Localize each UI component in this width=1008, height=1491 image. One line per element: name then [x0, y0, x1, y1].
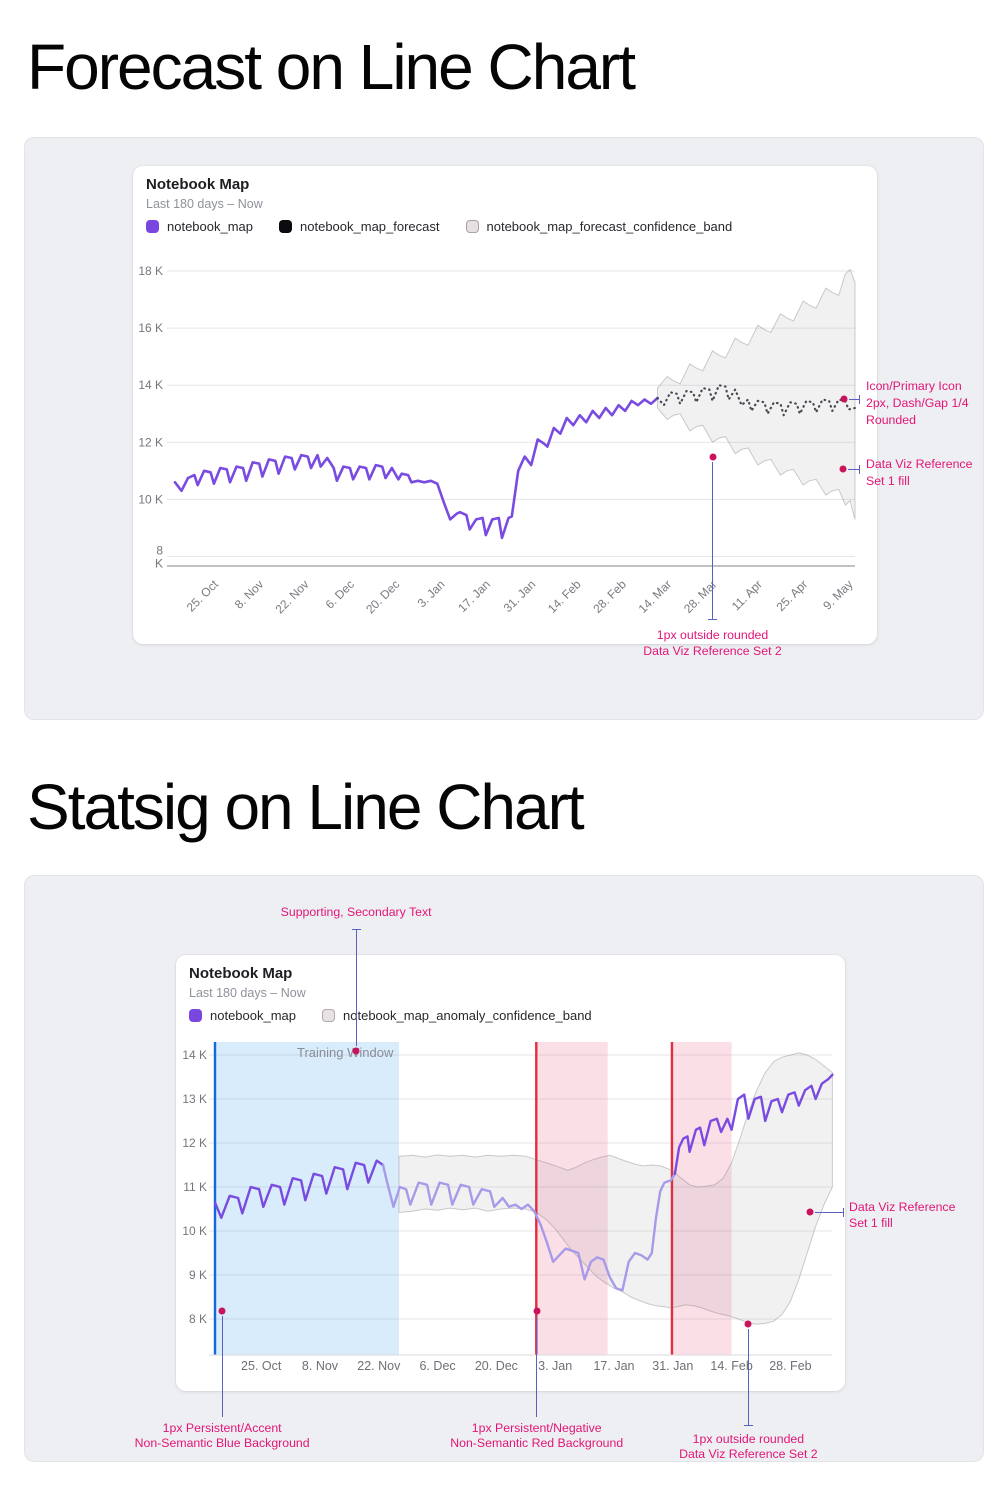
- x-axis-label: 9. May: [820, 577, 855, 612]
- legend-item-notebook-map[interactable]: notebook_map: [189, 1008, 296, 1023]
- legend-label: notebook_map: [210, 1008, 297, 1023]
- annotation-connector-line: [351, 929, 361, 931]
- x-axis-label: 3. Jan: [538, 1359, 572, 1373]
- x-axis-label: 22. Nov: [272, 577, 311, 616]
- chart-title: Notebook Map: [189, 965, 293, 982]
- x-axis-label: 14. Mar: [636, 577, 675, 616]
- anomaly-confidence-band: [398, 1052, 833, 1325]
- x-axis-label: 11. Apr: [729, 577, 765, 613]
- x-axis-label: 17. Jan: [455, 577, 493, 615]
- y-axis-label: 11 K: [183, 1180, 207, 1194]
- annotation-connector-line: [743, 1425, 753, 1427]
- legend-swatch-icon: [189, 1009, 202, 1022]
- annotation-text-supporting: Supporting, Secondary Text: [280, 905, 432, 919]
- legend-item-anomaly-band[interactable]: notebook_map_anomaly_confidence_band: [322, 1008, 592, 1023]
- legend-label: notebook_map: [167, 219, 254, 234]
- notebook-map-line: [673, 1073, 834, 1176]
- y-axis-label: 14 K: [182, 1048, 207, 1062]
- y-axis-label: 16 K: [138, 321, 163, 335]
- legend-swatch-icon: [279, 220, 293, 233]
- chart-date-range: Last 180 days – Now: [146, 197, 263, 211]
- legend-label: notebook_map_anomaly_confidence_band: [343, 1008, 592, 1023]
- y-axis-label: 9 K: [189, 1268, 207, 1282]
- x-axis-label: 14. Feb: [710, 1359, 752, 1373]
- x-axis-label: 22. Nov: [357, 1359, 401, 1373]
- y-axis-label: 10 K: [138, 492, 163, 506]
- legend-swatch-icon: [465, 220, 479, 233]
- forecast-panel: Notebook Map Last 180 days – Now noteboo…: [24, 137, 984, 720]
- anomaly-1-region: [536, 1042, 608, 1355]
- x-axis-label: 28. Feb: [769, 1359, 811, 1373]
- forecast-chart-card: Notebook Map Last 180 days – Now noteboo…: [133, 166, 877, 644]
- statsig-panel: Notebook Map Last 180 days – Now noteboo…: [24, 875, 984, 1462]
- notebook-map-line: [173, 396, 659, 540]
- y-axis-label: 14 K: [138, 378, 163, 392]
- x-axis-label: 8. Nov: [232, 577, 266, 611]
- statsig-chart-card: Notebook Map Last 180 days – Now noteboo…: [176, 955, 845, 1391]
- x-axis-label: 20. Dec: [363, 577, 402, 616]
- x-axis-label: 31. Jan: [501, 577, 539, 615]
- notebook-map-line: [213, 1159, 385, 1220]
- annotation-text-band-fill: Data Viz Reference Set 1 fill: [866, 457, 973, 488]
- x-axis-label: 28. Feb: [590, 577, 629, 616]
- x-axis-label: 8. Nov: [302, 1359, 339, 1373]
- page-title-statsig: Statsig on Line Chart: [27, 771, 585, 843]
- annotation-text-reference-set-2: 1px outside rounded Data Viz Reference S…: [679, 1432, 818, 1461]
- legend-label: notebook_map_forecast: [300, 219, 440, 234]
- x-axis-label: 14. Feb: [545, 577, 584, 616]
- legend-item-forecast[interactable]: notebook_map_forecast: [279, 219, 440, 234]
- forecast-confidence-band: [657, 268, 856, 520]
- legend-item-confidence-band[interactable]: notebook_map_forecast_confidence_band: [465, 219, 733, 234]
- x-axis-label: 17. Jan: [593, 1359, 634, 1373]
- y-axis-label: 8 K: [189, 1312, 207, 1326]
- x-axis-label: 28. Mar: [681, 577, 720, 616]
- legend-swatch-icon: [146, 220, 159, 233]
- y-axis-label: 10 K: [182, 1224, 207, 1238]
- legend-swatch-icon: [322, 1009, 336, 1022]
- statsig-line-chart-plot[interactable]: 14 K 13 K 12 K 11 K 10 K 9 K 8 K Training Windo…: [176, 1036, 845, 1390]
- annotation-text-forecast-line: Icon/Primary Icon 2px, Dash/Gap 1/4 Roun…: [866, 379, 969, 427]
- annotation-text-red-bg: 1px Persistent/Negative Non-Semantic Red…: [450, 1421, 624, 1450]
- y-axis-label: 18 K: [138, 264, 163, 278]
- legend-item-notebook-map[interactable]: notebook_map: [146, 219, 253, 234]
- page-title-forecast: Forecast on Line Chart: [27, 31, 636, 103]
- y-axis-label: 12 K: [138, 435, 163, 449]
- legend: notebook_map notebook_map_anomaly_confid…: [189, 1008, 592, 1023]
- x-axis-label: 3. Jan: [415, 577, 448, 610]
- notebook-map-line: [381, 1163, 677, 1292]
- training-window-label: Training Window: [297, 1045, 394, 1060]
- y-axis-label: 12 K: [182, 1136, 207, 1150]
- x-axis-label: 25. Oct: [184, 577, 222, 615]
- legend-label: notebook_map_forecast_confidence_band: [486, 219, 733, 234]
- annotation-text-blue-bg: 1px Persistent/Accent Non-Semantic Blue …: [134, 1421, 310, 1450]
- annotation-text-band-fill: Data Viz Reference Set 1 fill: [849, 1200, 956, 1230]
- x-axis-label: 20. Dec: [475, 1359, 518, 1373]
- forecast-line-chart-plot[interactable]: 18 K 16 K 14 K 12 K 10 K 8 K 25. Oct 8. Nov 22. N…: [133, 253, 877, 644]
- chart-title: Notebook Map: [146, 176, 250, 193]
- legend: notebook_map notebook_map_forecast noteb…: [146, 219, 732, 234]
- y-axis-label: 13 K: [182, 1092, 207, 1106]
- x-axis-label: 25. Apr: [774, 577, 811, 614]
- x-axis-label: 25. Oct: [241, 1359, 282, 1373]
- anomaly-2-region: [671, 1042, 732, 1355]
- x-axis-label: 31. Jan: [652, 1359, 693, 1373]
- x-axis-label: 6. Dec: [323, 577, 357, 611]
- x-axis-label: 6. Dec: [420, 1359, 456, 1373]
- chart-date-range: Last 180 days – Now: [189, 986, 306, 1000]
- forecast-dotted-line: [656, 384, 857, 417]
